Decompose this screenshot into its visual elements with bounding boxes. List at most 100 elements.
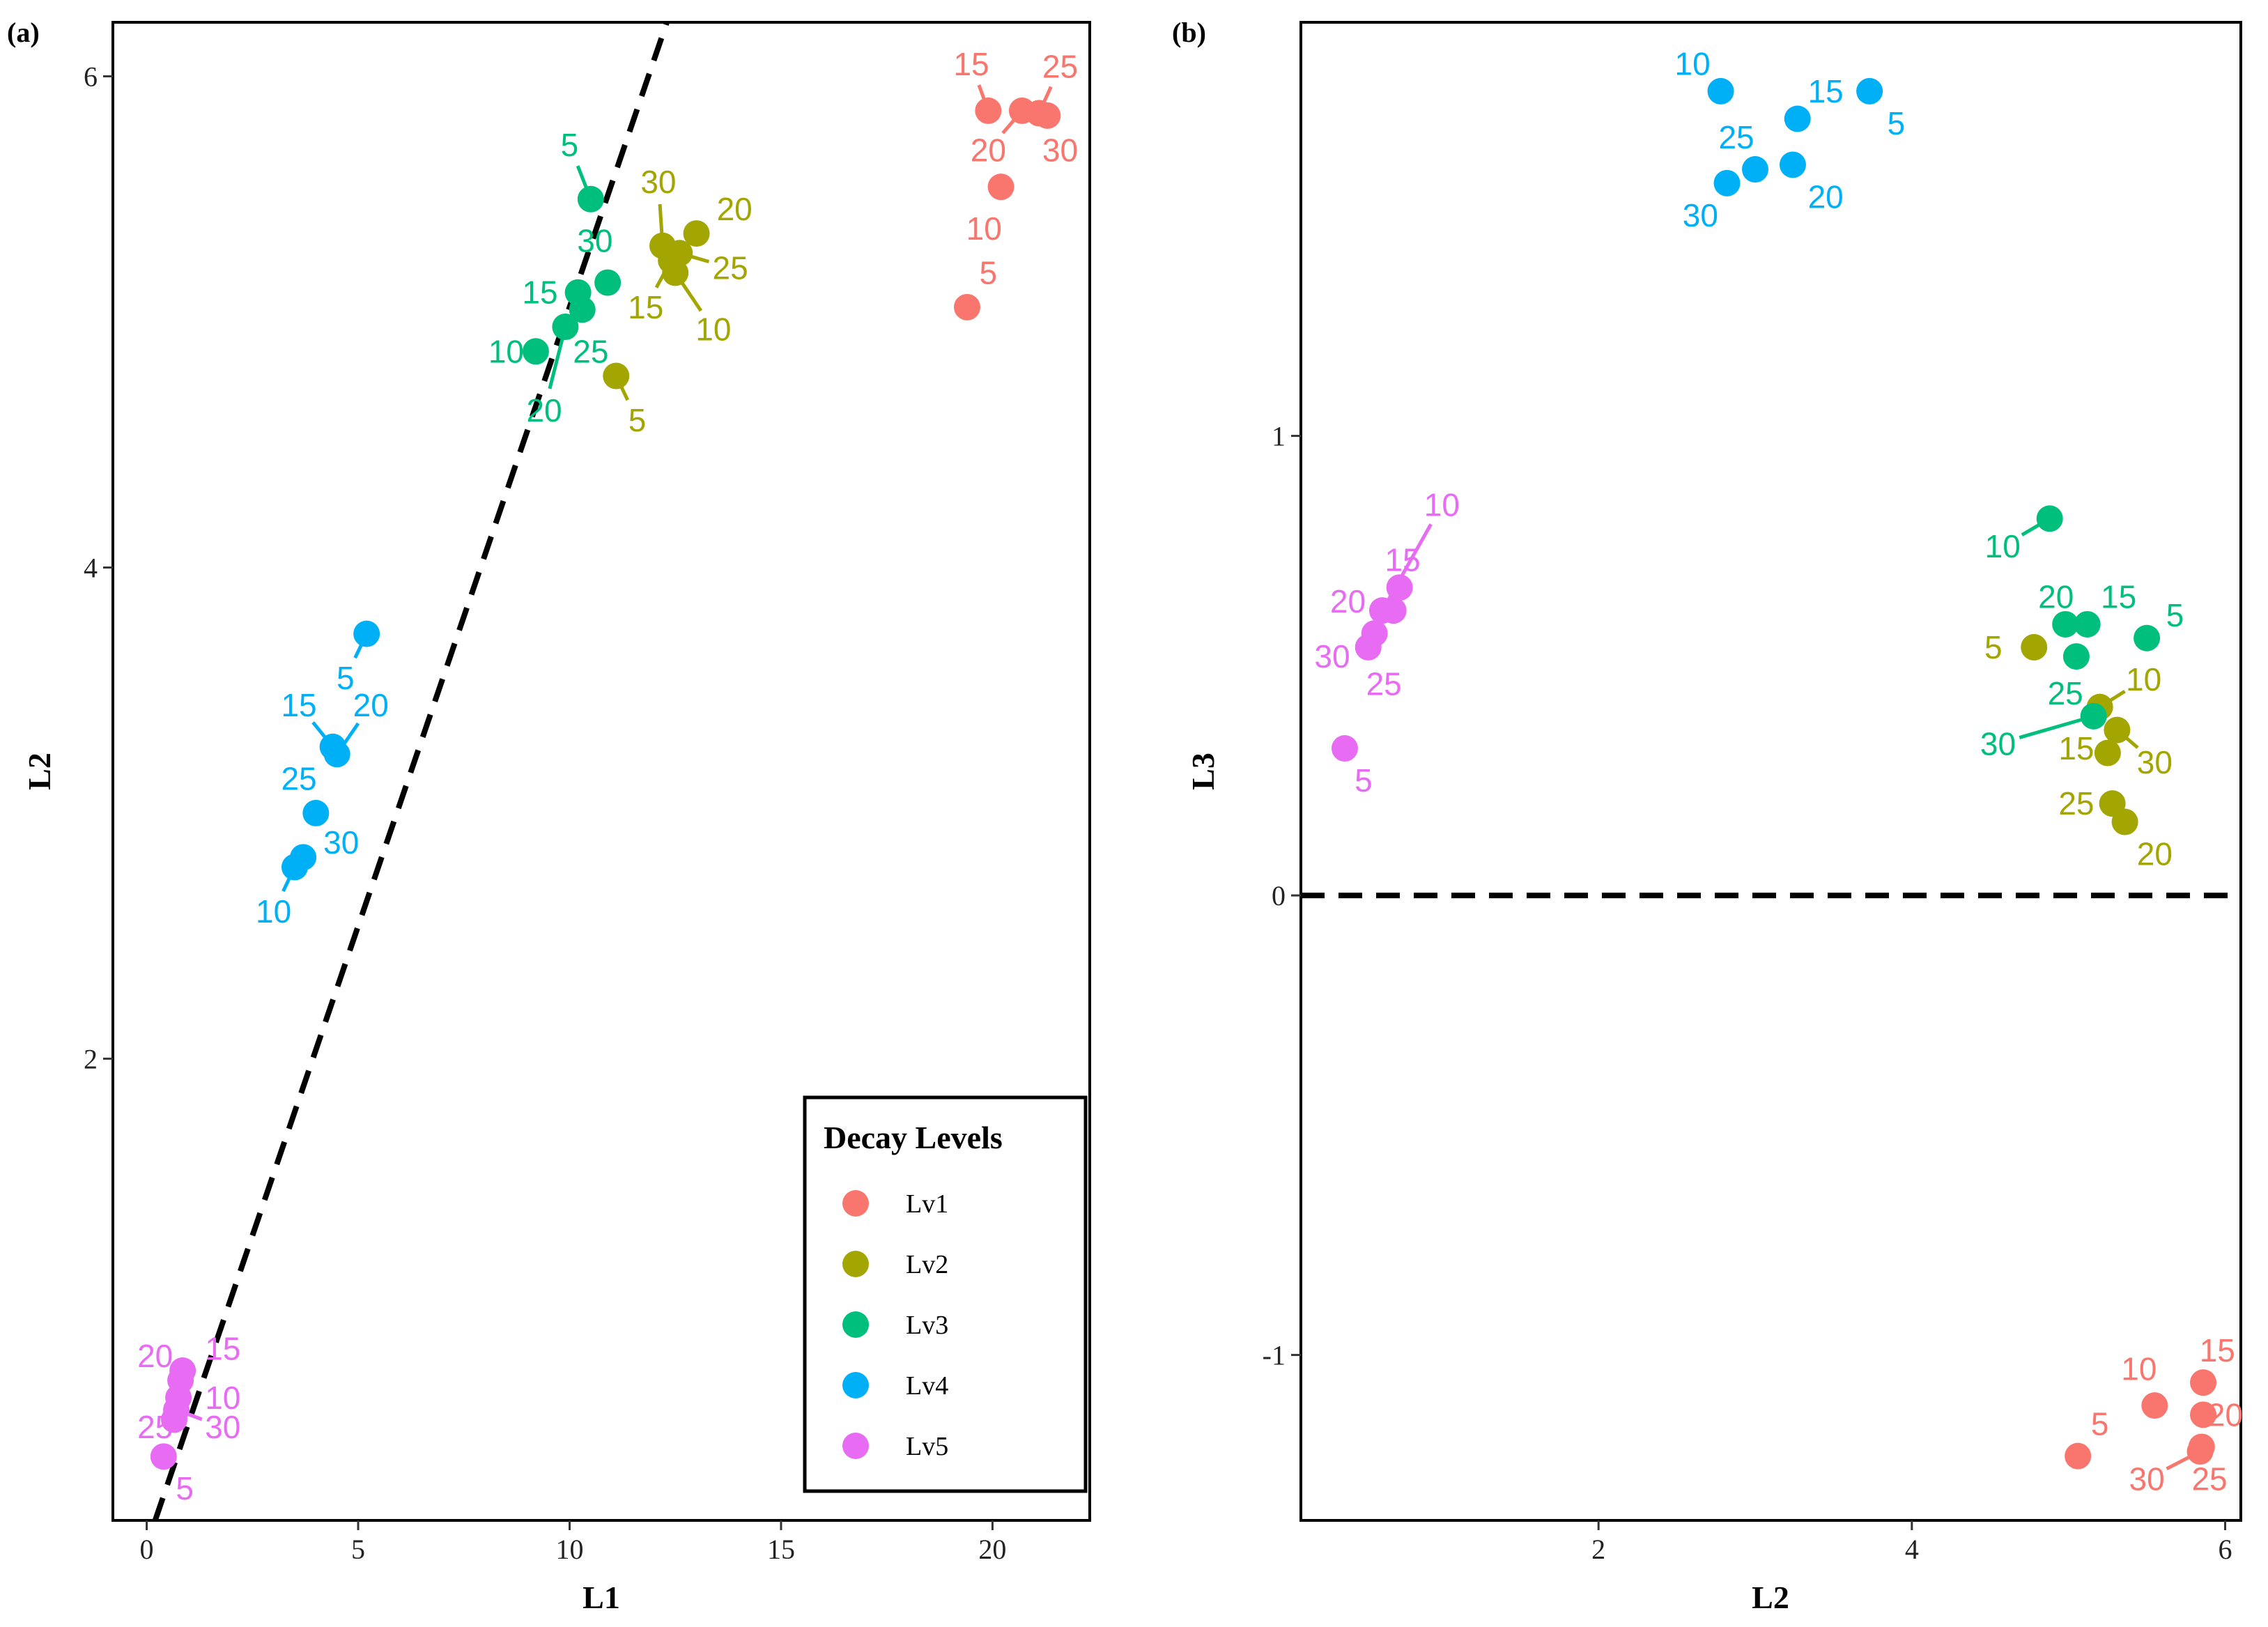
- panel-a-point-lv5-30: [163, 1396, 190, 1424]
- panel-a-point-label: 25: [1042, 48, 1078, 84]
- panel-b-point-lv3-5: [2134, 624, 2161, 651]
- panel-b-point-label: 15: [2101, 578, 2136, 615]
- panel-a-point-label: 20: [526, 392, 562, 429]
- panel-b-point-label: 25: [2048, 675, 2083, 711]
- panel-b-point-label: 10: [2121, 1350, 2157, 1387]
- panel-b-label-connector: [2125, 737, 2139, 749]
- panel-a-plot-border: [111, 21, 1091, 1522]
- panel-a-point-lv3-10: [522, 338, 549, 365]
- panel-b-point-lv4-5: [1856, 77, 1883, 105]
- legend-key-lv2: [842, 1251, 869, 1277]
- panel-b-point-label: 20: [2207, 1396, 2243, 1433]
- panel-a-point-label: 15: [953, 46, 989, 82]
- panel-a-x-tick-label-4: 20: [978, 1534, 1006, 1565]
- panel-a-point-lv5-20: [167, 1367, 194, 1394]
- panel-a-label-connector: [1001, 118, 1016, 134]
- panel-b-y-axis-title: L3: [1185, 753, 1221, 790]
- panel-b-point-lv1-5: [2065, 1442, 2092, 1470]
- panel-a-series-lv2: 5 10 15 20 25 30: [603, 164, 753, 438]
- panel-b-point-lv4-30: [1713, 169, 1741, 196]
- legend-label-lv1: Lv1: [906, 1189, 948, 1219]
- panel-a-point-label: 30: [1042, 132, 1078, 168]
- panel-a-point-lv3-30: [594, 269, 622, 296]
- panel-a-label-connector: [311, 721, 327, 739]
- panel-b-point-lv2-30: [2104, 716, 2131, 743]
- panel-a-point-label: 10: [488, 333, 524, 369]
- panel-b-point-label: 15: [2200, 1332, 2235, 1368]
- panel-b-point-lv5-20: [1380, 597, 1407, 624]
- panel-b: (b) 2 4 6-101 5101520253051015202530510152…: [1172, 17, 2243, 1615]
- panel-a-label-connector: [342, 722, 360, 745]
- panel-b-point-lv2-25: [2099, 790, 2126, 817]
- panel-b-point-label: 10: [1985, 528, 2021, 564]
- panel-a-label-connector: [187, 1412, 203, 1421]
- panel-a-x-tick-label-1: 5: [351, 1534, 365, 1565]
- panel-a-label-connector: [353, 644, 363, 659]
- panel-b-series-lv3: 5 10 15 20 25 30: [1980, 505, 2184, 762]
- panel-b-y-tick-label-0: -1: [1263, 1340, 1286, 1371]
- panel-a-y-tick-label-0: 2: [84, 1043, 98, 1074]
- panel-b-axes: 2 4 6 -1 0 1: [1263, 421, 2232, 1565]
- panel-a-point-label: 20: [353, 687, 389, 723]
- panel-b-label-connector: [2109, 690, 2126, 702]
- panel-b-point-label: 30: [2137, 744, 2173, 780]
- panel-a-series-lv3: 5 10 15 20 25 30: [488, 127, 622, 429]
- panel-b-plot-border: [1299, 21, 2242, 1522]
- legend-key-lv3: [842, 1311, 869, 1338]
- panel-b-x-tick-label-0: 2: [1591, 1534, 1605, 1565]
- panel-b-point-lv5-5: [1331, 735, 1358, 762]
- panel-a-label-connector: [658, 203, 664, 233]
- panel-b-point-label: 5: [1984, 629, 2003, 665]
- panel-a-point-label: 10: [256, 893, 291, 930]
- panel-a-point-lv3-25: [569, 296, 596, 323]
- panel-a-point-label: 15: [205, 1330, 240, 1366]
- panel-a-point-label: 30: [577, 223, 612, 259]
- panel-a-series-lv1: 5 10 15 20 25 30: [953, 46, 1078, 321]
- panel-a-point-label: 30: [323, 824, 359, 861]
- legend-title: Decay Levels: [824, 1120, 1003, 1155]
- legend-key-lv5: [842, 1433, 869, 1459]
- panel-b-label-connector: [2166, 1456, 2190, 1471]
- panel-a-x-axis-title: L1: [583, 1580, 620, 1615]
- panel-b-point-label: 10: [1424, 486, 1460, 523]
- panel-a-point-lv4-25: [302, 799, 330, 826]
- panel-b-point-lv3-30: [2080, 702, 2107, 730]
- panel-a-point-lv3-20: [552, 314, 579, 341]
- panel-a-point-label: 20: [971, 132, 1006, 168]
- panel-a-label-connector: [977, 84, 986, 100]
- panel-b-point-lv3-10: [2036, 505, 2063, 532]
- panel-b-point-lv4-10: [1707, 77, 1734, 105]
- legend-key-lv1: [842, 1190, 869, 1217]
- panel-a-point-label: 15: [281, 687, 316, 723]
- panel-b-point-label: 20: [2038, 578, 2074, 615]
- panel-b-tag: (b): [1172, 17, 1206, 48]
- panel-a-label-connector: [654, 270, 667, 288]
- panel-b-x-tick-label-1: 4: [1905, 1534, 1919, 1565]
- panel-a-label-connector: [619, 386, 630, 401]
- panel-b-point-lv1-10: [2141, 1392, 2168, 1419]
- legend: Decay Levels Lv1 Lv2 Lv3 Lv4 Lv5: [803, 1095, 1088, 1493]
- panel-b-point-label: 30: [1980, 725, 2016, 762]
- panel-a-y-tick-label-2: 6: [84, 61, 98, 93]
- panel-a-point-label: 10: [966, 210, 1002, 247]
- panel-b-point-label: 30: [2129, 1461, 2165, 1497]
- panel-b-x-axis-title: L2: [1752, 1580, 1789, 1615]
- panel-a-point-lv2-30: [649, 232, 677, 259]
- legend-key-lv4: [842, 1372, 869, 1398]
- panel-b-point-label: 25: [2191, 1461, 2227, 1497]
- panel-a-label-connector: [281, 877, 291, 893]
- panel-a-point-label: 25: [281, 761, 316, 797]
- panel-b-point-label: 10: [1674, 45, 1710, 82]
- panel-b-point-lv1-15: [2190, 1369, 2217, 1396]
- panel-a-label-connector: [576, 165, 588, 188]
- panel-b-series-lv2: 5 10 15 20 25 30: [1984, 629, 2173, 872]
- panel-b-point-lv3-25: [2062, 643, 2090, 670]
- panel-a-point-lv1-5: [953, 293, 980, 321]
- panel-a-point-lv1-30: [1034, 102, 1061, 129]
- panel-a-point-lv4-5: [353, 620, 380, 647]
- panel-b-point-lv5-30: [1361, 620, 1388, 647]
